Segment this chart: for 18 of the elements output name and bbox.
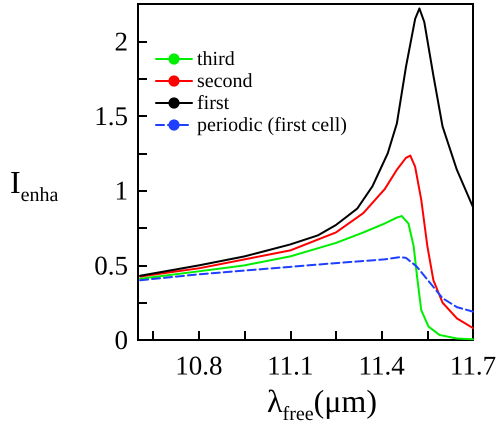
x-tick-label: 11.1 [267, 350, 314, 380]
x-tick-label: 11.4 [358, 350, 406, 380]
line-series [139, 215, 474, 340]
x-axis-title: λ$_{free}$(μm) [266, 383, 378, 425]
line-series [139, 256, 474, 313]
y-tick-label: 1 [114, 176, 128, 206]
legend-label: periodic (first cell) [197, 114, 347, 136]
y-tick-label: 2 [114, 26, 128, 56]
line-series [139, 154, 474, 330]
legend-label: third [197, 48, 235, 70]
y-tick-label: 0 [114, 325, 128, 355]
legend-label: first [197, 92, 230, 114]
x-tick-label: 11.7 [450, 350, 496, 380]
legend-label: second [197, 70, 253, 92]
x-tick-label: 10.8 [175, 350, 223, 380]
y-axis-title: I$_{enha}$ [10, 164, 58, 206]
y-tick-label: 0.5 [94, 250, 128, 280]
y-tick-label: 1.5 [94, 101, 128, 131]
